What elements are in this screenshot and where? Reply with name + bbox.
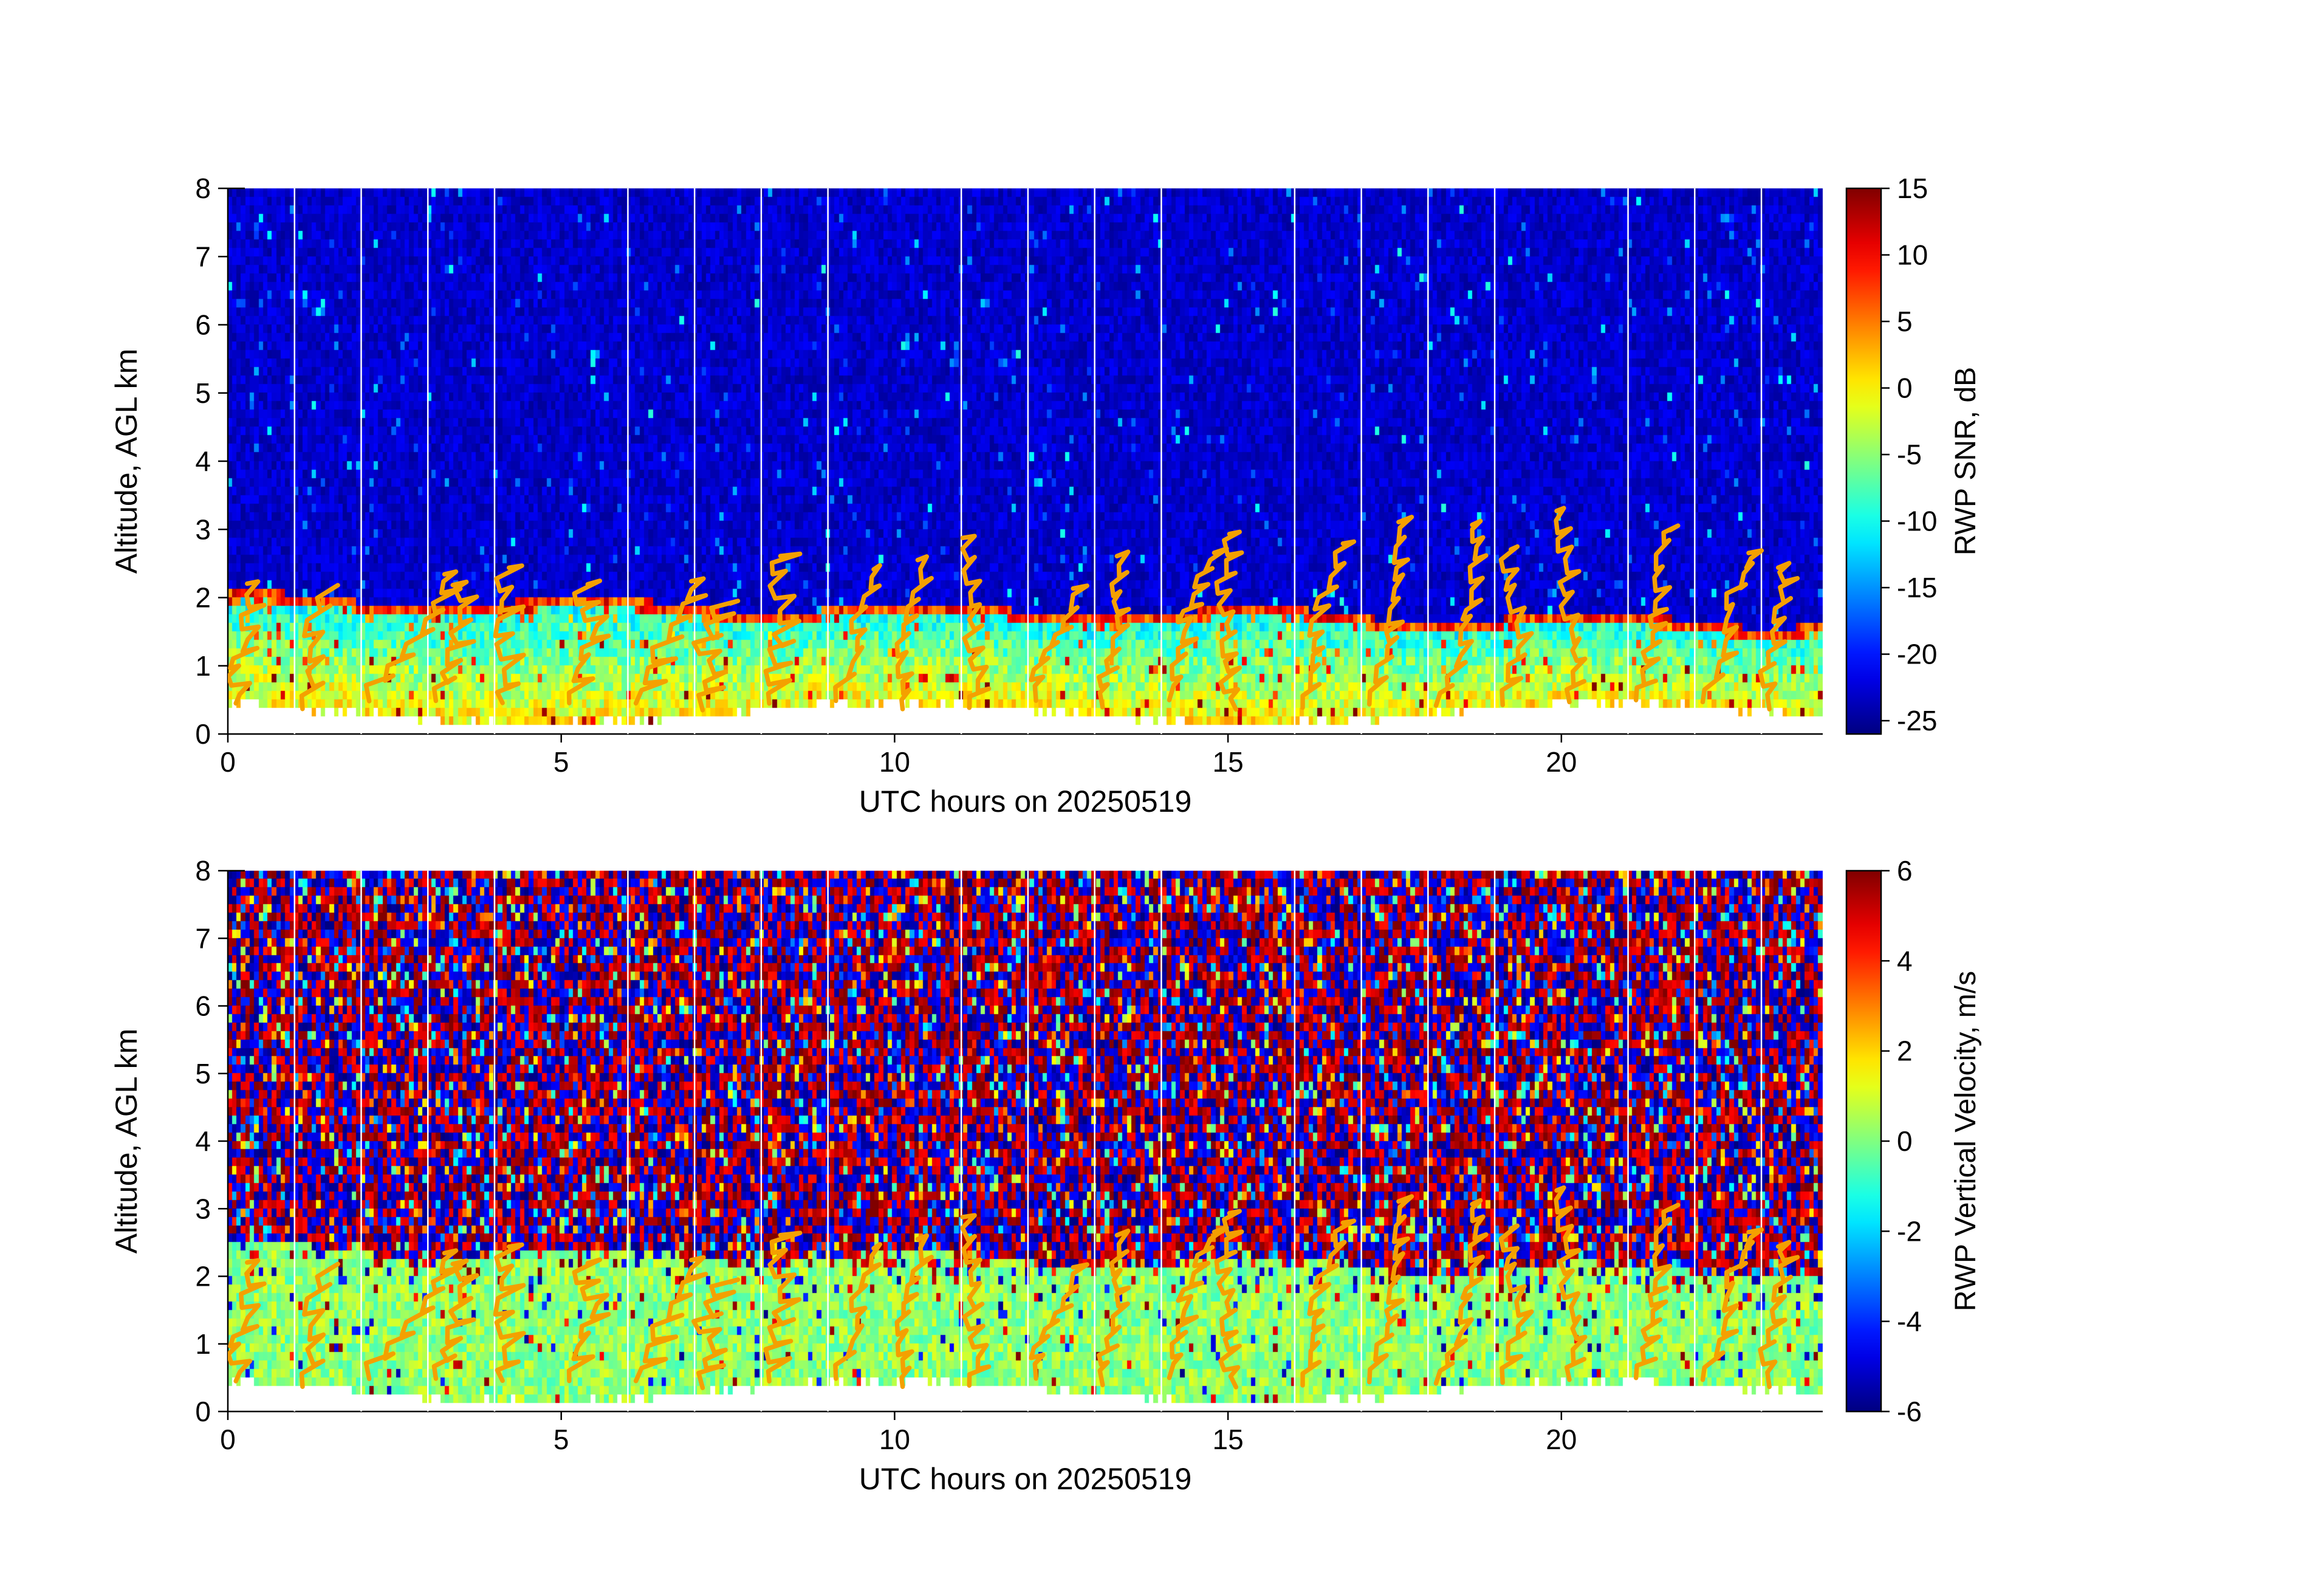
svg-text:4: 4: [195, 445, 211, 477]
svg-text:20: 20: [1546, 1424, 1577, 1455]
svg-text:7: 7: [195, 241, 211, 272]
svg-text:10: 10: [1897, 239, 1928, 271]
svg-text:3: 3: [195, 513, 211, 545]
svg-text:-10: -10: [1897, 506, 1937, 537]
svg-text:2: 2: [195, 582, 211, 614]
svg-text:-5: -5: [1897, 439, 1922, 470]
svg-text:UTC hours on 20250519: UTC hours on 20250519: [859, 1462, 1192, 1496]
svg-text:8: 8: [195, 855, 211, 887]
svg-text:5: 5: [1897, 306, 1913, 337]
svg-text:-4: -4: [1897, 1306, 1922, 1337]
svg-text:0: 0: [220, 1424, 236, 1455]
svg-text:2: 2: [195, 1261, 211, 1292]
svg-text:Altitude, AGL km: Altitude, AGL km: [109, 1029, 143, 1254]
svg-text:6: 6: [195, 309, 211, 341]
svg-text:-20: -20: [1897, 639, 1937, 670]
svg-text:10: 10: [879, 1424, 910, 1455]
svg-text:5: 5: [554, 746, 569, 778]
svg-text:10: 10: [879, 746, 910, 778]
svg-text:-6: -6: [1897, 1396, 1922, 1427]
svg-text:8: 8: [195, 173, 211, 204]
svg-text:0: 0: [195, 1396, 211, 1427]
svg-text:7: 7: [195, 922, 211, 954]
svg-text:1: 1: [195, 1328, 211, 1360]
svg-text:20: 20: [1546, 746, 1577, 778]
svg-text:0: 0: [195, 718, 211, 750]
svg-text:6: 6: [1897, 855, 1913, 887]
svg-text:0: 0: [1897, 1125, 1913, 1157]
svg-text:RWP Vertical Velocity, m/s: RWP Vertical Velocity, m/s: [1950, 971, 1982, 1311]
svg-text:2: 2: [1897, 1035, 1913, 1067]
svg-text:-25: -25: [1897, 705, 1937, 736]
svg-text:RWP SNR, dB: RWP SNR, dB: [1950, 367, 1982, 555]
svg-text:15: 15: [1897, 173, 1928, 204]
svg-text:1: 1: [195, 650, 211, 682]
svg-text:0: 0: [1897, 372, 1913, 404]
svg-text:-2: -2: [1897, 1215, 1922, 1247]
svg-text:6: 6: [195, 990, 211, 1022]
svg-text:4: 4: [195, 1125, 211, 1157]
svg-text:5: 5: [554, 1424, 569, 1455]
svg-text:3: 3: [195, 1193, 211, 1224]
svg-text:Altitude, AGL km: Altitude, AGL km: [109, 349, 143, 574]
svg-text:4: 4: [1897, 945, 1913, 976]
svg-text:0: 0: [220, 746, 236, 778]
svg-text:UTC hours on 20250519: UTC hours on 20250519: [859, 784, 1192, 818]
svg-text:5: 5: [195, 1058, 211, 1089]
svg-text:-15: -15: [1897, 572, 1937, 603]
svg-text:5: 5: [195, 377, 211, 409]
svg-text:15: 15: [1213, 746, 1244, 778]
svg-text:15: 15: [1213, 1424, 1244, 1455]
